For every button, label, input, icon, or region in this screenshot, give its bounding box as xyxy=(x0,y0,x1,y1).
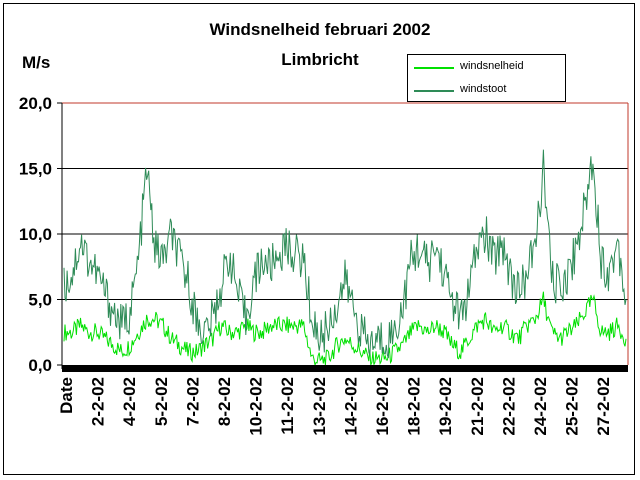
y-tick-label: 5,0 xyxy=(28,291,52,310)
legend-label-windsnelheid: windsnelheid xyxy=(460,60,524,72)
chart-subtitle: Limbricht xyxy=(281,50,359,69)
y-tick-label: 20,0 xyxy=(19,94,52,113)
x-tick-label: 5-2-02 xyxy=(152,377,171,426)
x-tick-label: 10-2-02 xyxy=(247,377,266,436)
x-tick-label: 16-2-02 xyxy=(373,377,392,436)
legend: windsnelheid windstoot xyxy=(407,54,566,102)
x-tick-label: 18-2-02 xyxy=(405,377,424,436)
x-tick-label: 13-2-02 xyxy=(310,377,329,436)
chart-title: Windsnelheid februari 2002 xyxy=(209,20,431,39)
x-tick-label: 27-2-02 xyxy=(594,377,613,436)
x-tick-label: 14-2-02 xyxy=(341,377,360,436)
x-tick-label: 7-2-02 xyxy=(183,377,202,426)
x-tick-label: 2-2-02 xyxy=(89,377,108,426)
grid-lines xyxy=(62,168,628,300)
y-tick-label: 0,0 xyxy=(28,356,52,375)
x-tick-label: Date xyxy=(57,377,76,414)
x-tick-label: 24-2-02 xyxy=(531,377,550,436)
y-tick-label: 15,0 xyxy=(19,160,52,179)
x-axis-band xyxy=(62,365,628,372)
legend-label-windstoot: windstoot xyxy=(460,83,507,95)
x-tick-labels: Date 2-2-02 4-2-02 5-2-02 7-2-02 8-2-02 10-2-0… xyxy=(57,377,613,436)
x-tick-label: 11-2-02 xyxy=(278,377,297,435)
y-tick-label: 10,0 xyxy=(19,225,52,244)
y-tick-labels: 0,0 5,0 10,0 15,0 20,0 xyxy=(19,94,52,375)
x-tick-label: 25-2-02 xyxy=(563,377,582,436)
x-tick-label: 21-2-02 xyxy=(468,377,487,436)
x-tick-label: 8-2-02 xyxy=(215,377,234,426)
series-line-windstoot xyxy=(63,149,627,359)
x-tick-label: 22-2-02 xyxy=(499,377,518,436)
legend-swatch-windsnelheid xyxy=(414,67,454,69)
series-line-windsnelheid xyxy=(63,291,627,367)
x-tick-label: 4-2-02 xyxy=(120,377,139,426)
y-axis-label: M/s xyxy=(22,53,51,72)
series-layer xyxy=(63,149,627,367)
legend-swatch-windstoot xyxy=(414,90,454,92)
axes xyxy=(57,102,629,372)
x-tick-label: 19-2-02 xyxy=(436,377,455,436)
